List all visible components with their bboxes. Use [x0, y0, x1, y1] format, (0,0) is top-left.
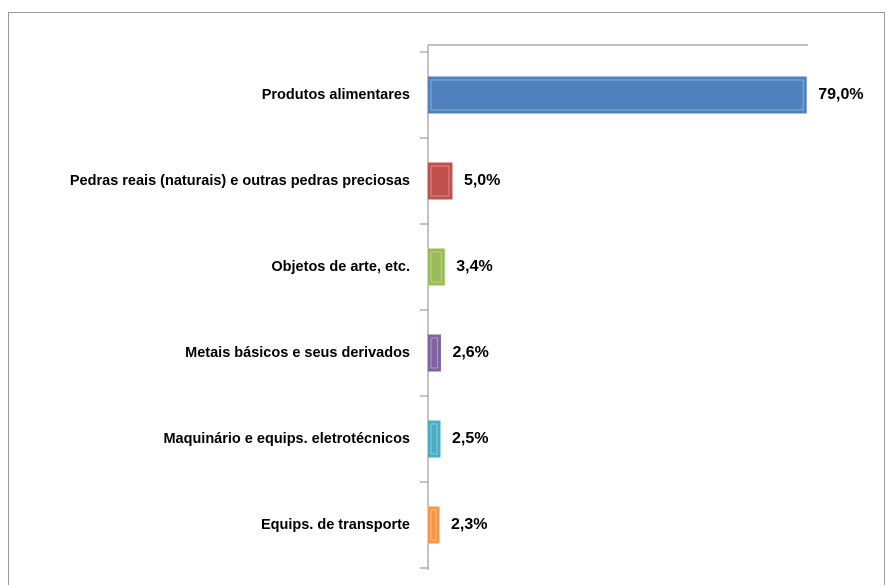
- value-label: 2,5%: [452, 430, 488, 447]
- category-label: Metais básicos e seus derivados: [185, 345, 410, 361]
- bar: [427, 76, 807, 114]
- bar: [427, 506, 440, 544]
- bar: [427, 248, 445, 286]
- bar-bevel: [430, 165, 450, 197]
- value-label: 2,3%: [451, 516, 487, 533]
- category-label: Maquinário e equips. eletrotécnicos: [163, 431, 410, 447]
- bar: [427, 162, 453, 200]
- bar: [427, 334, 441, 372]
- category-label: Pedras reais (naturais) e outras pedras …: [69, 173, 410, 189]
- category-label: Equips. de transporte: [260, 517, 410, 533]
- value-label: 2,6%: [452, 344, 488, 361]
- bar-bevel: [430, 337, 438, 369]
- category-label: Objetos de arte, etc.: [271, 259, 410, 275]
- value-label: 79,0%: [818, 86, 863, 103]
- bar: [427, 420, 441, 458]
- category-label: Produtos alimentares: [261, 87, 410, 103]
- value-label: 5,0%: [464, 172, 500, 189]
- value-label: 3,4%: [456, 258, 492, 275]
- bar-bevel: [430, 79, 804, 111]
- bar-bevel: [430, 251, 442, 283]
- bar-bevel: [430, 423, 438, 455]
- bar-bevel: [430, 509, 437, 541]
